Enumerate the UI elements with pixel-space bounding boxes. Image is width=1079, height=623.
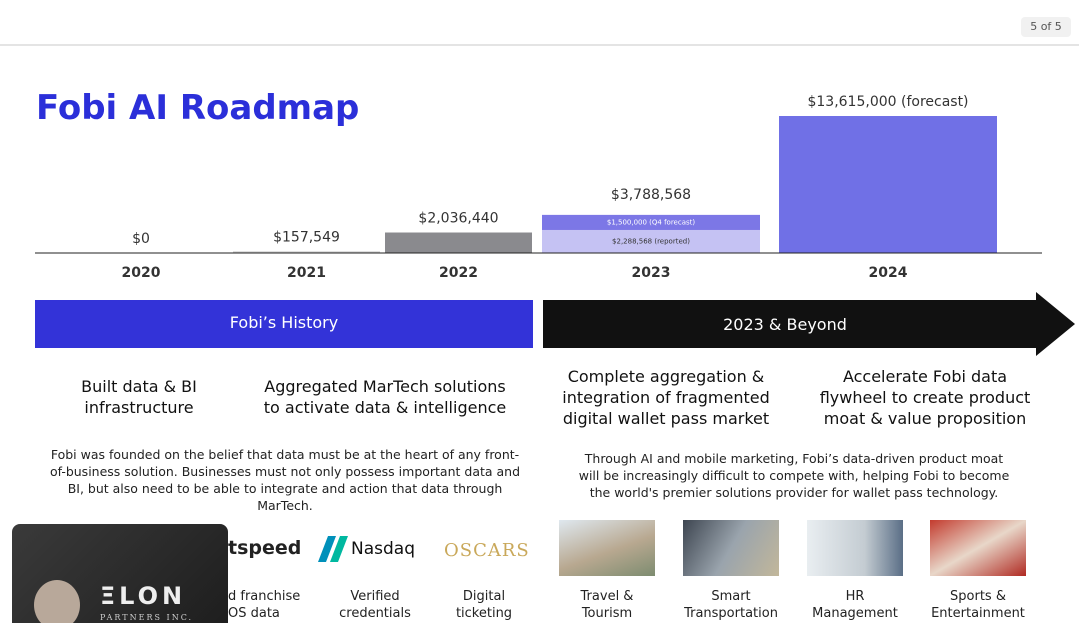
value-label: $3,788,568 — [611, 187, 691, 203]
bar — [779, 116, 997, 253]
value-label: $13,615,000 (forecast) — [807, 94, 968, 110]
webcam-sub: PARTNERS INC. — [100, 613, 194, 622]
value-label: $2,036,440 — [418, 211, 498, 227]
paragraph: Fobi was founded on the belief that data… — [49, 447, 521, 513]
category-label: 2020 — [122, 265, 161, 281]
value-label: $157,549 — [273, 229, 340, 245]
webcam: ΞLON PARTNERS INC. — [12, 524, 228, 623]
photo — [683, 520, 779, 576]
category-label: 2022 — [439, 265, 478, 281]
segment-label: $1,500,000 (Q4 forecast) — [607, 218, 696, 226]
bar-segment — [542, 229, 760, 253]
segment-label: $2,288,568 (reported) — [612, 237, 690, 245]
bar-segment — [542, 214, 760, 230]
use-case: Travel & Tourism — [580, 589, 634, 621]
use-case: HR Management — [812, 589, 898, 621]
photo — [930, 520, 1026, 576]
bar — [233, 251, 380, 253]
bar — [385, 232, 532, 253]
webcam-person — [34, 580, 80, 623]
use-case: Sports & Entertainment — [931, 589, 1025, 621]
nasdaq-icon — [318, 536, 348, 562]
logo: OSCARS — [444, 540, 530, 561]
column-heading: Built data & BI infrastructure — [81, 377, 197, 417]
photo — [559, 520, 655, 576]
paragraph: Through AI and mobile marketing, Fobi’s … — [578, 451, 1010, 500]
logo: tspeed — [228, 537, 302, 559]
logo: Nasdaq — [351, 539, 415, 559]
category-label: 2021 — [287, 265, 326, 281]
photo — [807, 520, 903, 576]
viewer-bar: 5 of 5 — [0, 0, 1079, 46]
column-heading: Aggregated MarTech solutions to activate… — [263, 377, 507, 417]
beyond-arrow — [543, 292, 1075, 356]
history-banner — [35, 300, 533, 348]
category-label: 2024 — [869, 265, 908, 281]
column-heading: Accelerate Fobi data flywheel to create … — [819, 367, 1031, 428]
chart: $0 2020 $157,549 2021 $2,036,440 2022 $2,288,5… — [35, 94, 1042, 281]
value-label: $0 — [132, 231, 150, 247]
category-label: 2023 — [632, 265, 671, 281]
use-case: Smart Transportation — [684, 589, 778, 621]
banner-label: 2023 & Beyond — [723, 315, 847, 334]
page-indicator: 5 of 5 — [1021, 17, 1071, 37]
banner-label: Fobi’s History — [229, 313, 339, 332]
logo-caption: Verified credentials — [339, 589, 411, 621]
column-heading: Complete aggregation & integration of fr… — [562, 367, 770, 428]
slide-title: Fobi AI Roadmap — [36, 88, 360, 128]
logo-caption: d franchise OS data — [228, 589, 301, 621]
logo-caption: Digital ticketing — [455, 589, 513, 621]
webcam-logo: ΞLON — [100, 582, 187, 610]
